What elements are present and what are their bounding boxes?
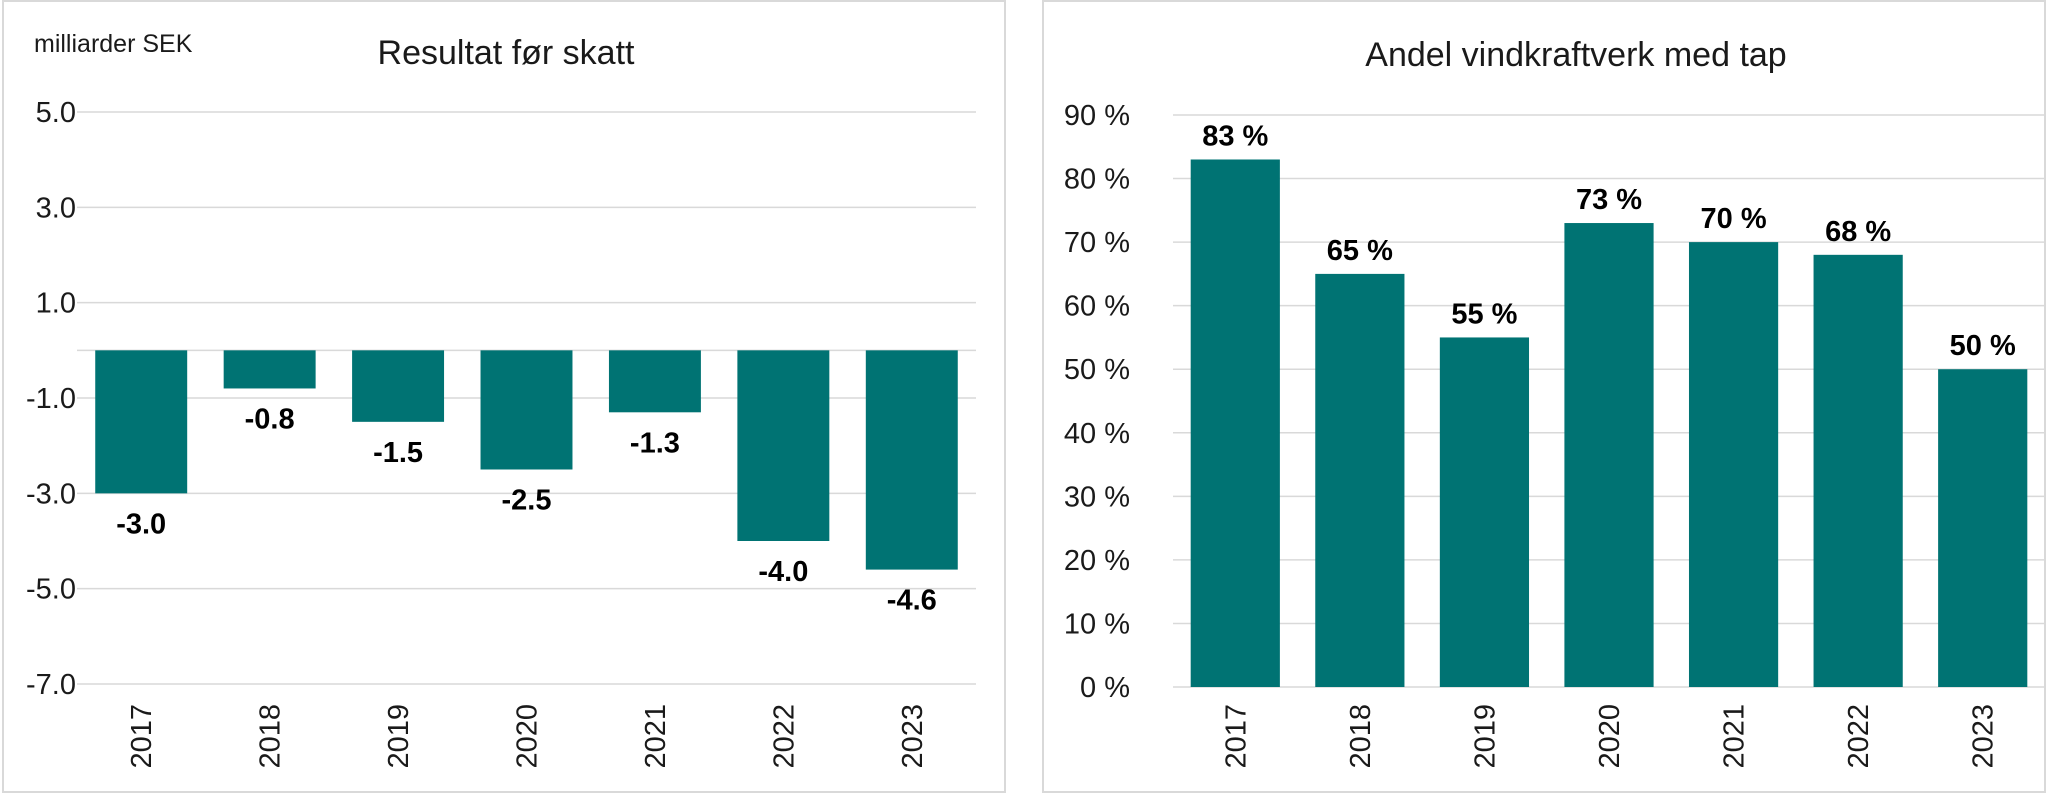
bar-2022 [1813,254,1903,688]
bar-2017 [95,350,188,494]
y-tick-label: 80 % [1064,164,1130,196]
y-tick-label: 50 % [1064,354,1130,386]
data-label: 83 % [1202,120,1268,152]
data-label: -0.8 [245,403,295,435]
bar-2018 [223,350,316,389]
y-tick-label: -1.0 [26,383,76,415]
x-tick-label: 2020 [512,704,544,769]
bar-2020 [480,350,573,470]
y-tick-label: -3.0 [26,478,76,510]
data-label: 65 % [1327,235,1393,267]
y-tick-label: -5.0 [26,574,76,606]
data-label: -3.0 [116,508,166,540]
x-tick-label: 2019 [1469,704,1501,769]
chart-panel-andel: Andel vindkraftverk med tap 90 % 80 % 70 %… [1042,0,2046,793]
resultat-chart-svg: milliarder SEK Resultat før skatt 5.0 3.0… [26,30,976,769]
y-tick-label: 90 % [1064,100,1130,132]
x-tick-label: 2019 [383,704,415,769]
y-tick-label: 10 % [1064,608,1130,640]
x-tick-label: 2018 [255,704,287,769]
andel-chart-svg: Andel vindkraftverk med tap 90 % 80 % 70 %… [1064,36,2044,769]
data-label: 73 % [1576,184,1642,216]
y-tick-label: 3.0 [36,192,76,224]
x-tick-label: 2020 [1594,704,1626,769]
bar-2019 [1439,337,1530,687]
x-tick-label: 2021 [640,704,672,769]
bar-2023 [1938,369,2028,687]
y-tick-label: 20 % [1064,545,1130,577]
x-tick-label: 2017 [1220,704,1252,769]
y-tick-label: 70 % [1064,227,1130,259]
bar-2018 [1315,273,1405,687]
bar-2023 [865,350,958,570]
y-tick-label: 0 % [1080,672,1130,704]
data-label: 68 % [1825,216,1891,248]
bar-2021 [1688,242,1779,687]
unit-label: milliarder SEK [34,30,193,58]
x-tick-label: 2022 [1843,704,1875,769]
x-tick-label: 2021 [1719,704,1751,769]
chart-panel-resultat: milliarder SEK Resultat før skatt 5.0 3.0… [2,0,1006,793]
y-tick-label: -7.0 [26,669,76,701]
y-tick-label: 60 % [1064,291,1130,323]
chart-title: Resultat før skatt [378,34,636,72]
data-label: -4.6 [887,585,937,617]
x-tick-label: 2017 [126,704,158,769]
bar-2021 [608,350,701,413]
y-tick-label: 1.0 [36,288,76,320]
y-tick-label: 30 % [1064,481,1130,513]
x-tick-label: 2023 [897,704,929,769]
bar-2022 [737,350,830,541]
data-label: -1.5 [373,437,423,469]
data-label: 70 % [1701,203,1767,235]
chart-title: Andel vindkraftverk med tap [1365,36,1786,74]
bar-2019 [352,350,445,422]
data-label: -4.0 [758,556,808,588]
data-label: -1.3 [630,427,680,459]
y-tick-label: 40 % [1064,418,1130,450]
x-tick-label: 2022 [768,704,800,769]
x-tick-label: 2023 [1968,704,2000,769]
x-tick-label: 2018 [1345,704,1377,769]
bar-2020 [1564,223,1654,688]
bar-2017 [1190,159,1280,687]
data-label: 50 % [1950,330,2016,362]
data-label: -2.5 [502,485,552,517]
data-label: 55 % [1451,298,1517,330]
y-tick-label: 5.0 [36,97,76,129]
